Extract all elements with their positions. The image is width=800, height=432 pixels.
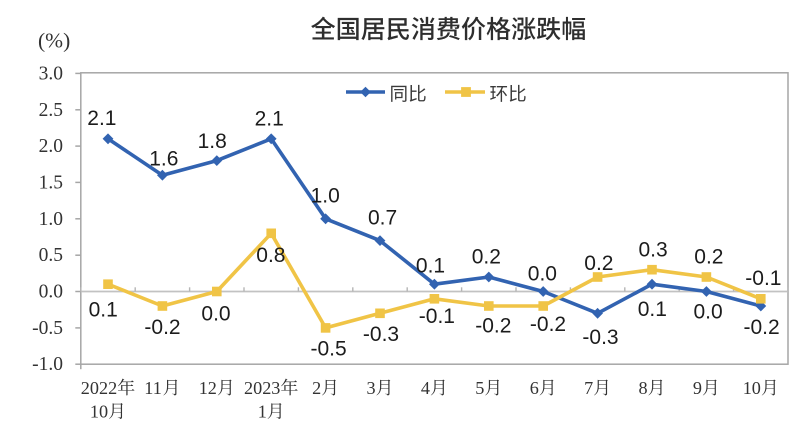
svg-text:2022: 2022 [81,378,117,398]
svg-text:2.1: 2.1 [87,107,116,130]
svg-text:4: 4 [421,378,430,398]
svg-text:1.5: 1.5 [39,172,63,193]
svg-text:5: 5 [475,378,484,398]
svg-text:0.2: 0.2 [584,252,613,275]
svg-text:(%): (%) [38,29,70,53]
svg-text:-1.0: -1.0 [32,354,63,375]
svg-text:10: 10 [90,402,108,422]
svg-text:-0.3: -0.3 [363,323,399,346]
svg-text:7: 7 [584,378,593,398]
svg-text:0.1: 0.1 [416,254,445,277]
svg-text:3.0: 3.0 [39,63,63,84]
svg-text:0.2: 0.2 [472,246,501,269]
svg-text:0.0: 0.0 [693,300,722,323]
svg-text:-0.2: -0.2 [744,316,780,339]
svg-text:1.0: 1.0 [311,185,340,208]
svg-text:0.0: 0.0 [528,262,557,285]
svg-text:0.8: 0.8 [256,244,285,267]
svg-text:6: 6 [530,378,539,398]
svg-text:-0.2: -0.2 [530,313,566,336]
svg-text:9: 9 [693,378,702,398]
svg-text:-0.2: -0.2 [475,314,511,337]
svg-text:0.1: 0.1 [638,298,667,321]
svg-text:1.6: 1.6 [149,148,178,171]
svg-text:-0.5: -0.5 [32,318,63,339]
svg-text:0.7: 0.7 [368,207,397,230]
svg-text:-0.2: -0.2 [144,316,180,339]
svg-text:1.8: 1.8 [198,130,227,153]
svg-text:2023: 2023 [244,378,280,398]
svg-text:8: 8 [639,378,648,398]
svg-text:12: 12 [199,378,217,398]
svg-text:2.1: 2.1 [255,107,284,130]
svg-text:0.2: 0.2 [694,245,723,268]
svg-text:3: 3 [367,378,376,398]
svg-text:0.0: 0.0 [201,302,230,325]
svg-text:0.1: 0.1 [89,298,118,321]
svg-text:-0.1: -0.1 [745,267,781,290]
svg-text:0.5: 0.5 [39,245,63,266]
svg-text:11: 11 [144,378,162,398]
svg-text:2: 2 [312,378,321,398]
svg-text:-0.3: -0.3 [582,326,618,349]
svg-text:2.5: 2.5 [39,100,63,121]
svg-text:1.0: 1.0 [39,209,63,230]
svg-text:-0.1: -0.1 [419,305,455,328]
svg-text:-0.5: -0.5 [311,337,347,360]
svg-text:2.0: 2.0 [39,136,63,157]
svg-text:10: 10 [743,378,761,398]
svg-text:0.3: 0.3 [638,238,667,261]
svg-text:0.0: 0.0 [39,282,63,303]
svg-text:1: 1 [258,402,267,422]
